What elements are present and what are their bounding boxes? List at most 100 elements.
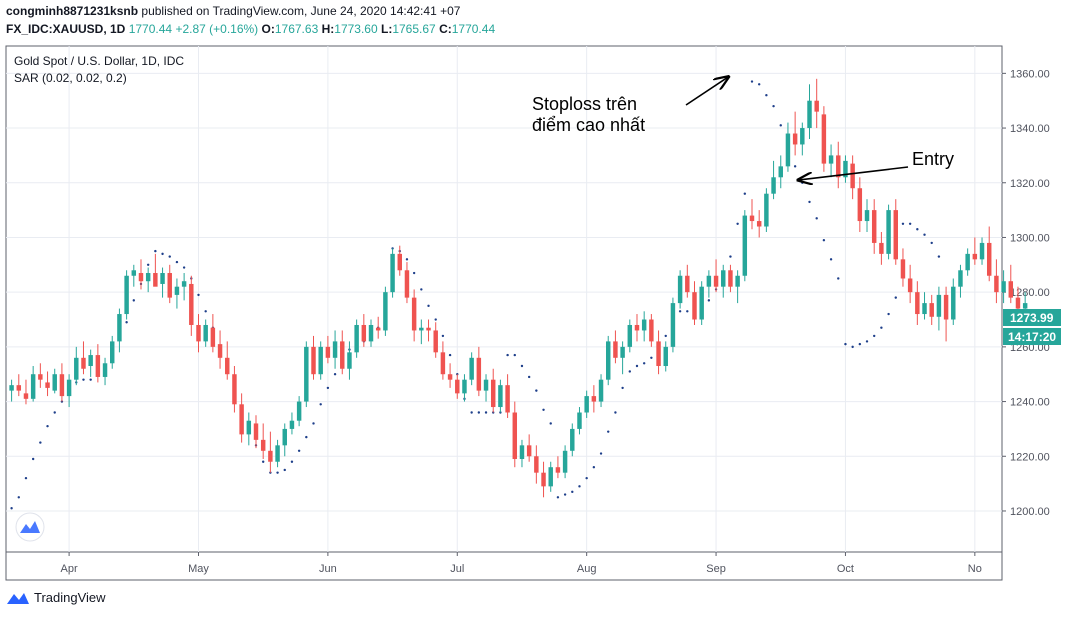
candle xyxy=(879,231,884,265)
candle xyxy=(728,264,733,293)
candle-body xyxy=(397,253,402,271)
candle xyxy=(138,259,144,290)
x-tick-label: May xyxy=(188,563,209,575)
sar-dot xyxy=(319,403,322,406)
candle xyxy=(196,314,201,353)
candle xyxy=(462,374,467,402)
candle xyxy=(979,237,985,265)
candle xyxy=(800,122,805,156)
sar-dot xyxy=(686,310,689,313)
candle xyxy=(620,341,625,375)
price-axis[interactable]: 1200.001220.001240.001260.001280.001300.… xyxy=(1002,68,1050,518)
candle-body xyxy=(232,374,237,405)
candle xyxy=(253,415,259,449)
sar-dot xyxy=(168,255,171,258)
candle xyxy=(836,141,841,189)
sar-dot xyxy=(628,370,631,373)
candle xyxy=(325,335,331,364)
sar-dot xyxy=(470,411,473,414)
candle-body xyxy=(433,330,438,353)
candle xyxy=(986,226,992,282)
sar-dot xyxy=(24,476,28,480)
sar-dot xyxy=(31,457,35,461)
candle xyxy=(598,374,604,408)
candle xyxy=(627,319,633,353)
sar-dot xyxy=(182,266,186,269)
candle-body xyxy=(440,352,446,375)
candle-body xyxy=(828,155,834,164)
time-axis[interactable]: Apr May Jun Jul Aug Sep Oct No xyxy=(61,552,982,575)
candle xyxy=(131,264,137,287)
candle-body xyxy=(778,166,783,178)
candle xyxy=(1001,270,1006,304)
y-tick-label: 1320.00 xyxy=(1010,178,1050,190)
publish-info: congminh8871231ksnb published on Trading… xyxy=(6,4,460,18)
candle-body xyxy=(764,193,769,227)
sar-dot xyxy=(571,490,574,494)
candle-body xyxy=(289,420,295,429)
candle xyxy=(81,341,86,375)
sar-dot xyxy=(844,342,847,346)
sar-dot xyxy=(578,485,581,488)
tradingview-watermark-icon[interactable] xyxy=(15,512,45,542)
sar-dot xyxy=(729,255,732,258)
candle-body xyxy=(814,100,819,112)
candle xyxy=(52,368,57,394)
sar-dot xyxy=(276,471,279,474)
candle xyxy=(239,393,244,443)
candle-body xyxy=(994,275,999,293)
candle xyxy=(59,363,65,402)
candle xyxy=(260,423,266,460)
tradingview-logo-icon xyxy=(7,592,29,604)
candle xyxy=(455,374,460,399)
sar-dot xyxy=(765,94,768,97)
candle xyxy=(555,456,561,479)
candle-body xyxy=(850,163,855,189)
candle xyxy=(656,330,661,375)
candle-body xyxy=(426,327,431,331)
candle-body xyxy=(728,270,733,287)
sar-dot xyxy=(506,353,509,357)
candle-body xyxy=(857,188,863,222)
candle-body xyxy=(929,303,934,317)
sar-dot xyxy=(146,263,150,267)
candle xyxy=(289,412,295,435)
open-value: 1767.63 xyxy=(274,22,319,36)
candle-body xyxy=(986,242,992,276)
candle-body xyxy=(419,327,424,331)
candle xyxy=(972,237,978,265)
sar-dot xyxy=(801,181,804,184)
sar-dot xyxy=(599,452,603,455)
candle-body xyxy=(886,210,891,254)
candle-body xyxy=(246,420,252,435)
high-label: H: xyxy=(321,22,335,36)
candle xyxy=(332,330,338,369)
y-tick-label: 1240.00 xyxy=(1010,397,1050,409)
candle-body xyxy=(347,352,352,369)
sar-dot xyxy=(17,496,20,499)
candle xyxy=(30,366,36,402)
candle xyxy=(160,267,165,298)
candle xyxy=(958,264,963,298)
candle-body xyxy=(181,281,187,287)
candle-body xyxy=(102,363,108,377)
sar-dot xyxy=(10,507,13,510)
sar-dot xyxy=(477,411,481,414)
sar-dot xyxy=(132,299,135,302)
candle-body xyxy=(692,292,697,320)
candle xyxy=(217,330,223,369)
candle xyxy=(778,155,783,189)
candle xyxy=(735,270,740,304)
candle-body xyxy=(124,275,129,315)
candle xyxy=(354,319,359,358)
open-label: O: xyxy=(261,22,275,36)
candle-body xyxy=(361,324,367,342)
candle-body xyxy=(907,278,913,293)
candle xyxy=(74,346,79,386)
sar-dot xyxy=(772,104,775,108)
footer-brand[interactable]: TradingView xyxy=(6,590,106,605)
sar-dot xyxy=(829,258,833,261)
sar-dot xyxy=(175,260,179,264)
candle xyxy=(38,363,43,388)
